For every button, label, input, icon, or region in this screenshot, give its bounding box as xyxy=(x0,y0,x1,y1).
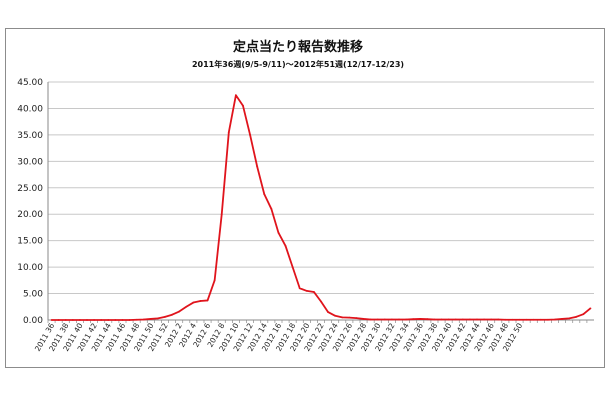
data-point xyxy=(135,318,138,321)
y-tick-label: 5.00 xyxy=(23,290,43,300)
data-point xyxy=(185,305,188,308)
y-tick-label: 45.00 xyxy=(17,78,43,88)
gridlines xyxy=(48,81,594,321)
data-point xyxy=(235,94,237,97)
data-point xyxy=(461,318,464,321)
data-point xyxy=(50,319,53,321)
data-point xyxy=(440,318,443,321)
data-point xyxy=(227,131,230,134)
y-tick-label: 15.00 xyxy=(17,237,43,247)
data-point xyxy=(355,317,358,320)
data-point xyxy=(348,316,351,319)
data-point xyxy=(213,279,216,282)
data-point xyxy=(561,318,563,320)
data-point xyxy=(454,318,457,321)
data-point xyxy=(539,318,542,321)
data-point xyxy=(121,319,124,321)
data-point xyxy=(341,316,344,319)
data-point xyxy=(334,314,337,317)
y-tick-label: 25.00 xyxy=(17,184,43,194)
y-tick-label: 20.00 xyxy=(17,210,43,220)
data-point xyxy=(164,315,166,318)
chart-title: 定点当たり報告数推移 xyxy=(232,39,363,55)
data-point xyxy=(589,307,592,310)
line-chart: 定点当たり報告数推移 2011年36週(9/5-9/11)～2012年51週(1… xyxy=(17,39,594,353)
data-point xyxy=(376,318,379,321)
data-point xyxy=(575,315,578,318)
data-point xyxy=(291,266,294,269)
data-point xyxy=(64,319,67,321)
data-point xyxy=(405,318,407,321)
data-point xyxy=(313,291,315,293)
data-point xyxy=(419,318,422,320)
data-point xyxy=(362,318,365,320)
data-point xyxy=(327,311,329,313)
data-point xyxy=(256,165,259,168)
series-line xyxy=(51,94,592,321)
data-point xyxy=(511,318,514,321)
data-point xyxy=(412,318,415,321)
data-point xyxy=(206,299,209,302)
data-point xyxy=(305,290,308,292)
data-point xyxy=(277,231,280,234)
data-point xyxy=(157,317,159,320)
data-point xyxy=(128,319,131,321)
data-point xyxy=(426,318,429,321)
data-point xyxy=(263,193,266,196)
data-point xyxy=(199,300,202,302)
data-point xyxy=(178,310,181,313)
data-point xyxy=(504,318,507,321)
data-point xyxy=(320,300,322,303)
data-point xyxy=(518,318,521,321)
data-point xyxy=(554,318,556,321)
data-point xyxy=(107,319,110,321)
y-tick-label: 10.00 xyxy=(17,263,43,273)
data-point xyxy=(582,313,585,316)
data-point xyxy=(57,319,60,321)
data-point xyxy=(249,133,251,136)
y-axis: 0.00 5.00 10.00 15.00 20.00 25.00 30.00 35.00 40… xyxy=(17,78,49,326)
data-point xyxy=(93,319,95,321)
data-point xyxy=(79,319,81,321)
data-point xyxy=(220,213,223,216)
data-point xyxy=(242,104,244,107)
data-point xyxy=(490,318,493,321)
data-point xyxy=(298,287,301,290)
data-point xyxy=(398,318,400,321)
data-point xyxy=(483,318,485,321)
data-point xyxy=(142,318,145,321)
data-point xyxy=(284,245,287,247)
data-point xyxy=(547,318,549,321)
y-tick-label: 35.00 xyxy=(17,131,43,141)
y-tick-label: 40.00 xyxy=(17,104,43,114)
data-point xyxy=(369,318,372,321)
data-point xyxy=(149,318,152,320)
chart-frame: 定点当たり報告数推移 2011年36週(9/5-9/11)～2012年51週(1… xyxy=(5,28,605,368)
chart-subtitle: 2011年36週(9/5-9/11)～2012年51週(12/17-12/23) xyxy=(192,59,404,69)
data-point xyxy=(525,318,528,321)
data-point xyxy=(383,318,386,321)
data-point xyxy=(469,318,471,321)
data-point xyxy=(171,313,173,316)
data-point xyxy=(391,318,393,321)
data-point xyxy=(568,317,571,320)
series-group xyxy=(50,94,592,321)
data-point xyxy=(71,319,74,321)
data-point xyxy=(447,318,450,321)
data-point xyxy=(433,318,436,321)
data-point xyxy=(86,319,88,321)
data-point xyxy=(192,301,195,304)
data-point xyxy=(270,208,273,210)
y-tick-label: 30.00 xyxy=(17,157,43,167)
data-point xyxy=(114,319,117,321)
data-point xyxy=(497,318,500,321)
data-point xyxy=(532,318,535,321)
data-point xyxy=(476,318,478,321)
y-tick-label: 0.00 xyxy=(23,316,43,326)
data-point xyxy=(100,319,103,321)
